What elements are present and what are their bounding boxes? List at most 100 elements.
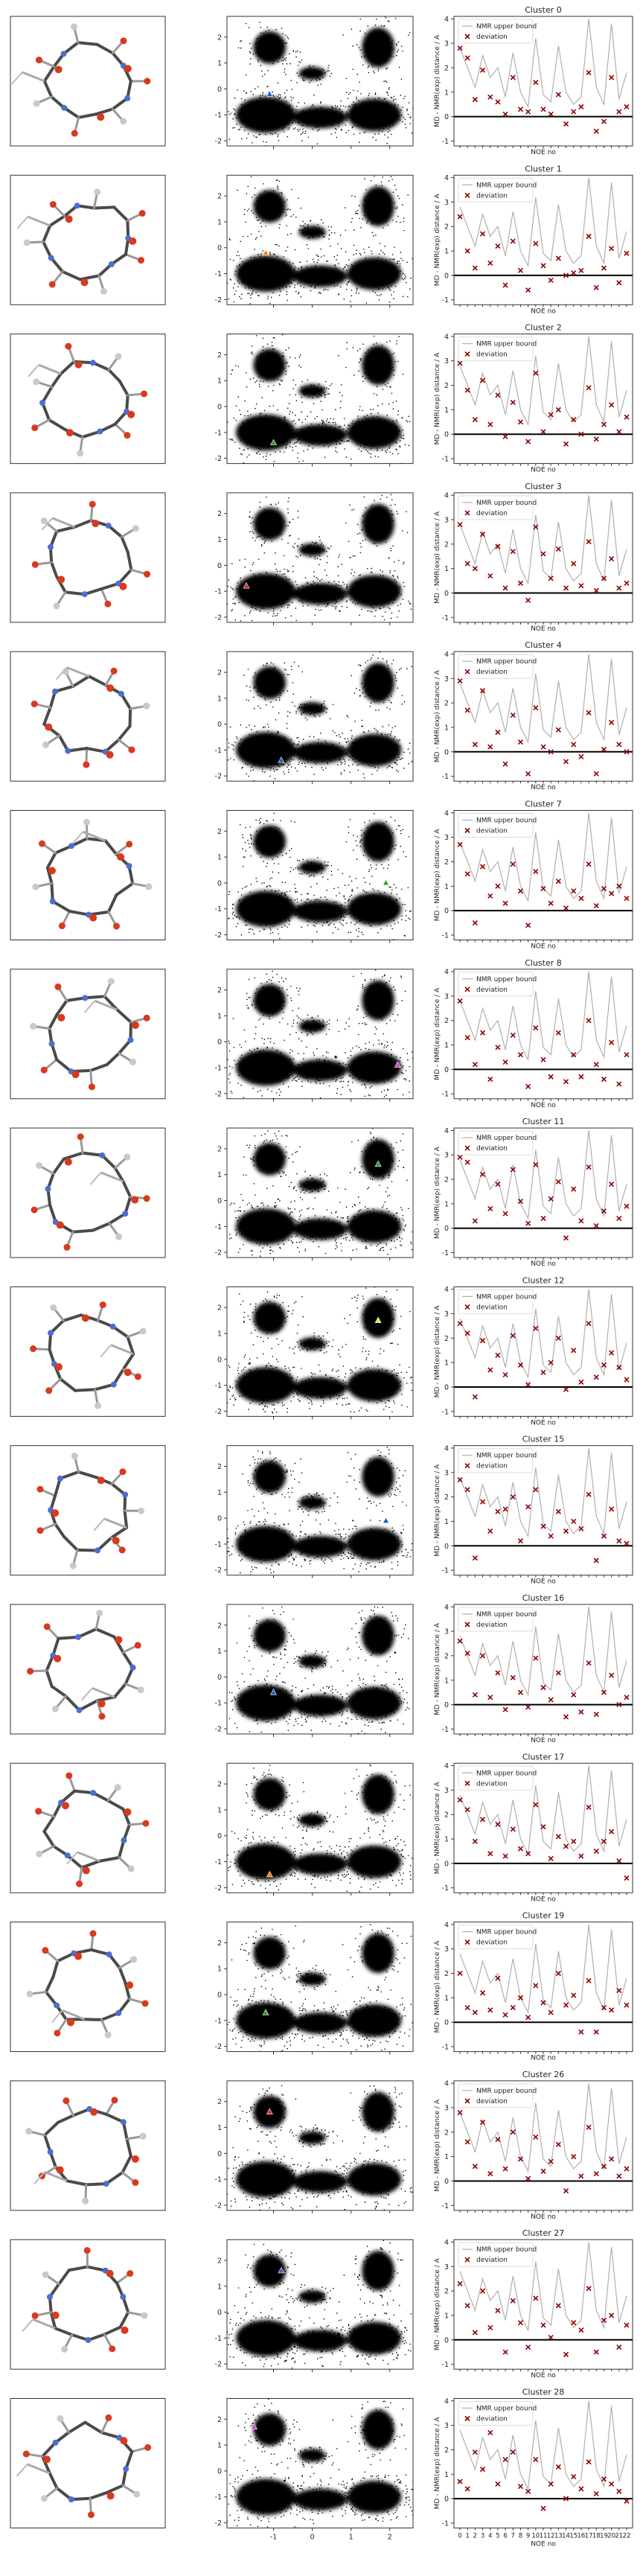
density-point [271,582,272,584]
density-point [359,427,361,429]
density-point [223,132,225,133]
density-point [334,232,336,234]
density-point [394,436,396,438]
density-point [239,116,240,118]
density-point [261,759,263,760]
y-tick-label: 1 [444,248,449,256]
density-point [380,760,381,762]
density-point [383,252,384,254]
density-point [295,117,297,118]
density-point [265,742,266,744]
density-point [273,759,275,761]
atom [48,544,54,550]
density-point [244,130,246,132]
density-point [326,440,327,441]
atom [49,281,56,287]
density-point [374,589,375,590]
density-point [298,292,300,293]
density-point [300,555,301,556]
density-point [371,232,373,233]
density-point [264,438,266,439]
density-point [255,111,256,112]
density-point [412,133,413,134]
density-point [374,601,375,602]
density-point [377,375,379,377]
density-point [400,435,402,436]
density-point [397,196,399,197]
density-point [224,748,225,750]
density-point [267,298,269,299]
density-point [269,363,271,365]
density-point [379,331,380,332]
density-point [267,520,269,521]
density-point [271,424,272,425]
density-point [390,587,391,589]
density-point [276,194,278,196]
density-point [308,237,310,239]
density-point [237,588,238,590]
density-point [310,286,312,287]
density-point [386,143,388,144]
density-point [255,188,256,189]
density-point [280,570,281,572]
density-point [269,747,270,749]
density-point [284,424,286,425]
density-point [367,755,368,756]
density-point [374,166,375,168]
density-point [270,112,272,114]
density-point [322,420,323,421]
density-point [287,123,289,124]
density-point [253,521,255,523]
density-point [412,258,413,260]
density-point [279,288,281,290]
density-point [354,229,355,231]
density-point [278,98,280,99]
density-point [275,279,276,281]
density-point [415,570,416,572]
density-point [378,588,380,590]
atom [124,432,130,439]
density-point [269,263,270,264]
density-point [318,284,319,286]
density-point [312,232,313,233]
density-point [372,126,374,127]
density-point [309,270,310,271]
density-point [255,762,256,764]
density-point [291,271,292,272]
density-point [285,349,287,351]
density-point [383,265,384,267]
density-point [380,748,382,750]
density-point [310,556,311,558]
density-point [302,110,304,112]
density-point [246,580,248,581]
density-point [354,133,355,135]
density-point [287,136,289,138]
density-point [377,58,378,60]
density-point [260,755,262,756]
density-point [289,53,290,54]
density-point [213,207,214,208]
density-point [391,618,392,619]
density-point [380,250,382,252]
density-point [379,596,380,597]
density-point [263,115,264,116]
density-point [287,444,288,445]
density-point [388,281,390,283]
density-point [294,597,295,599]
density-point [286,42,287,44]
density-point [233,418,234,419]
density-point [321,108,322,109]
density-point [371,443,372,444]
density-point [400,95,402,96]
density-point [377,287,378,288]
density-point [193,111,195,112]
density-point [239,409,240,411]
y-tick-label: 0 [444,113,449,121]
atom [36,57,42,63]
density-point [379,595,380,596]
density-point [309,736,310,737]
density-point [286,57,287,59]
density-point [287,246,289,248]
density-point [336,602,337,603]
density-point [356,45,358,46]
